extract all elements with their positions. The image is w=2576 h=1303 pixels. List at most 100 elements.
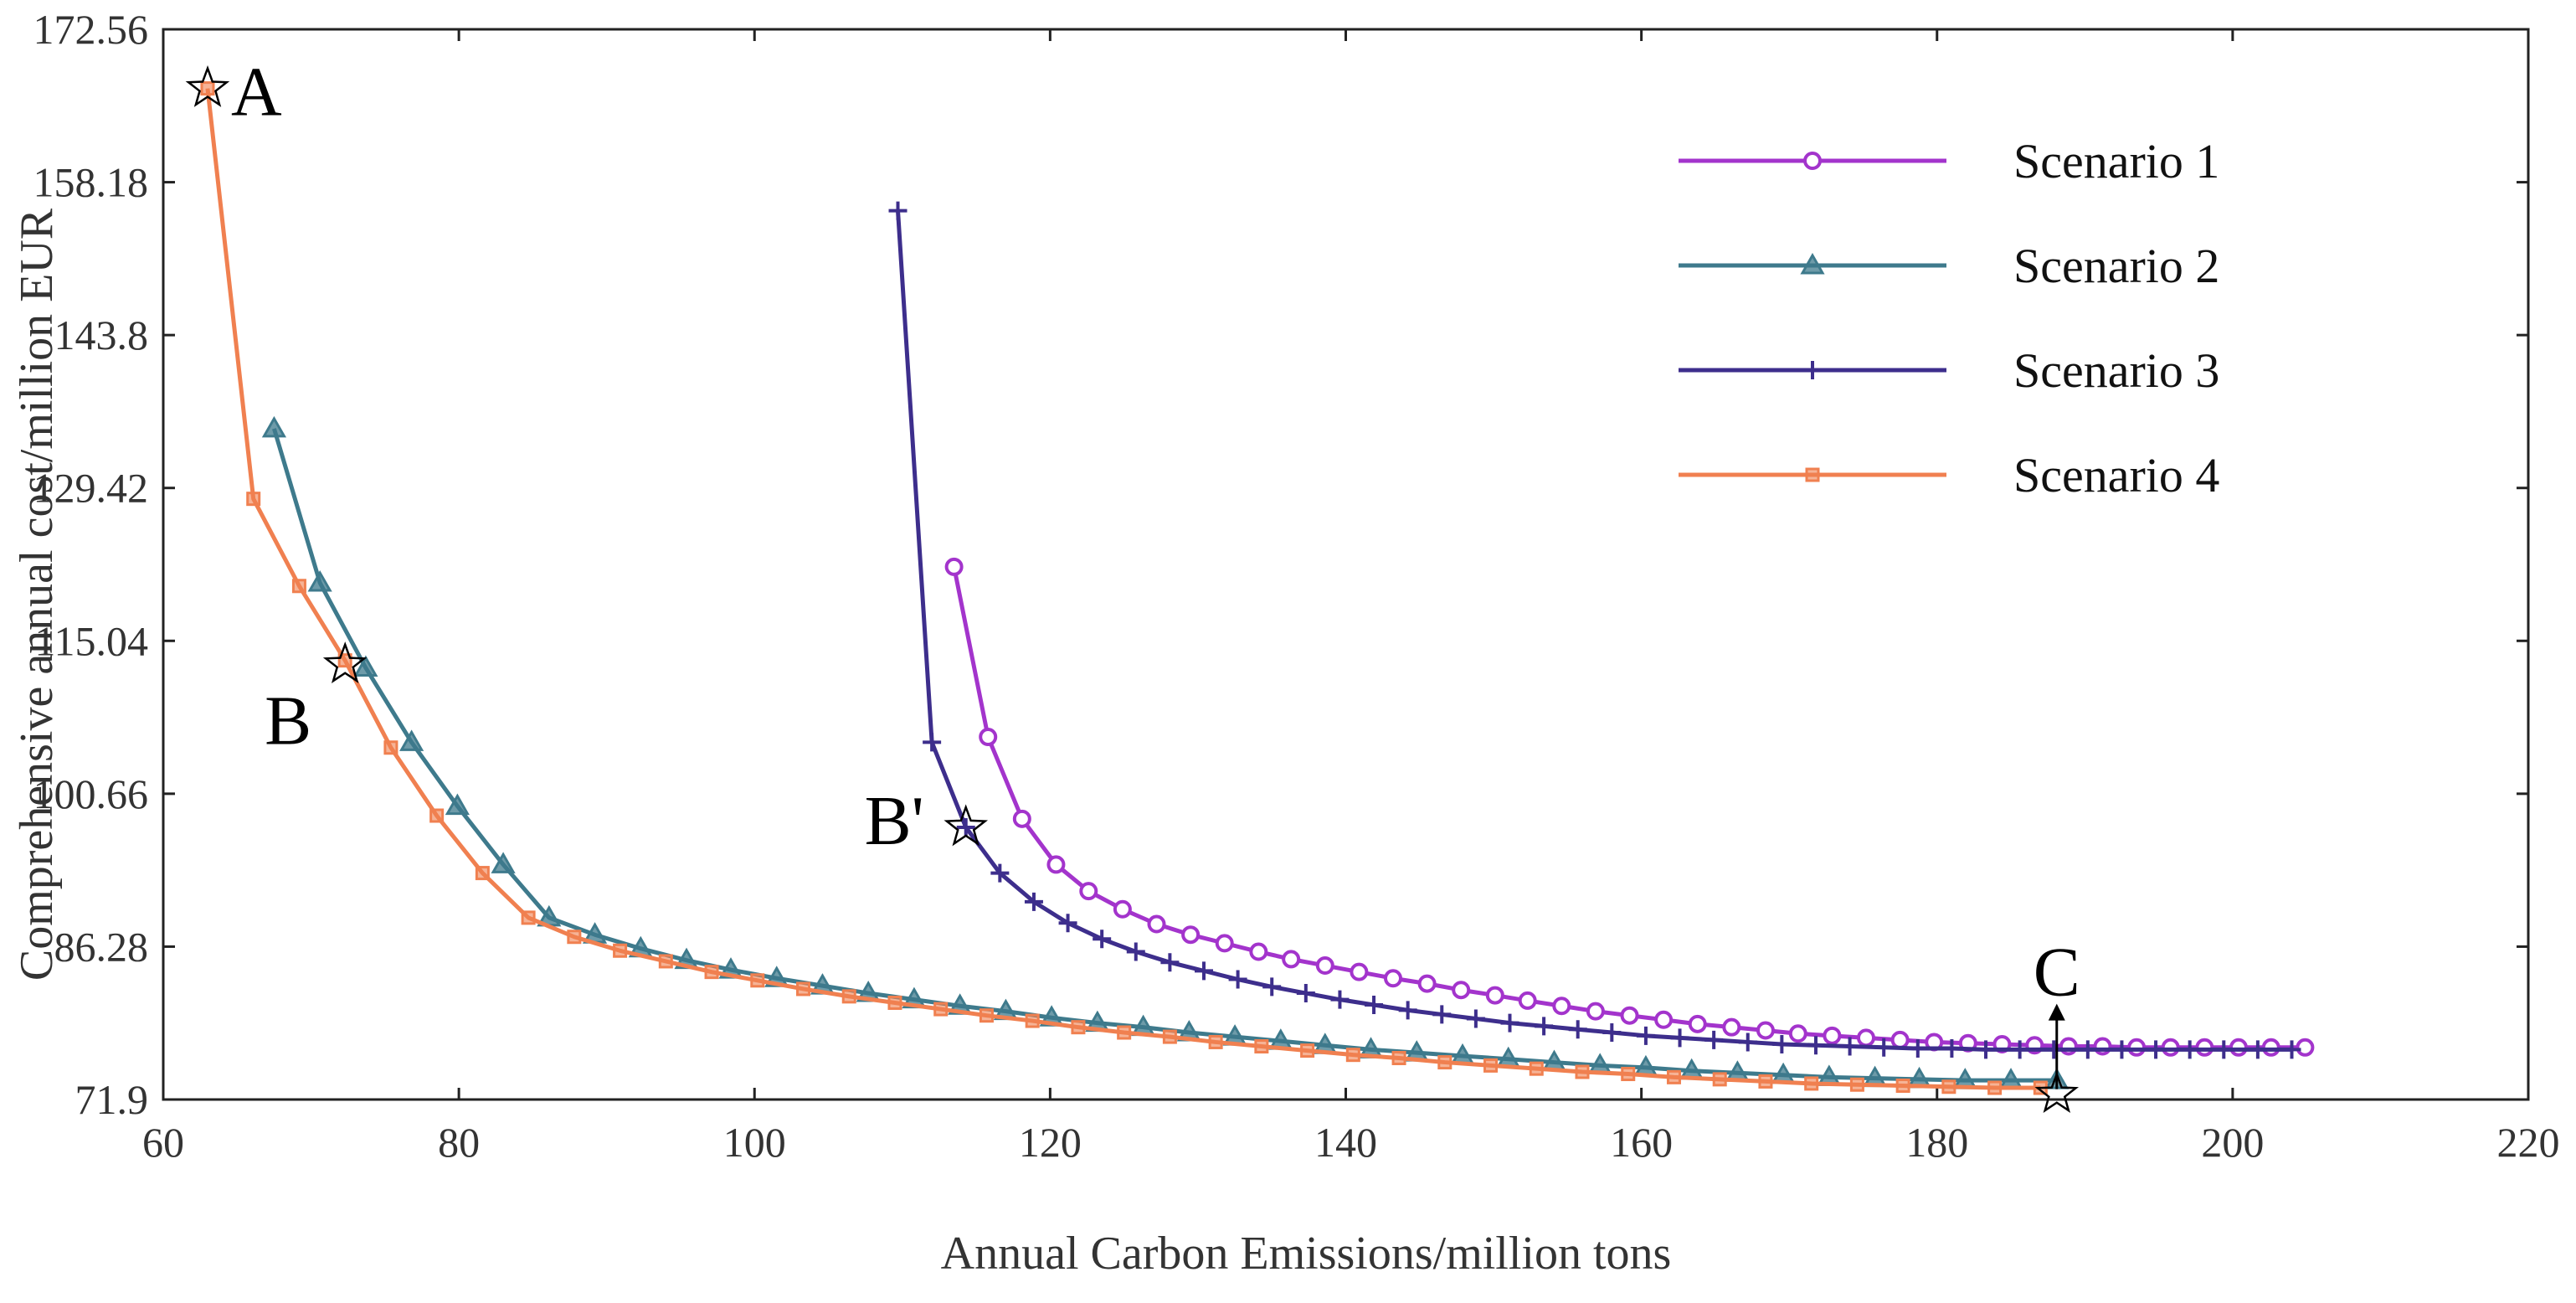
series-1-point xyxy=(1485,986,1504,1005)
series-4-point xyxy=(1712,1072,1727,1087)
series-3-point xyxy=(1228,970,1247,989)
annotation-label: B' xyxy=(865,782,924,860)
series-3 xyxy=(888,201,2301,1059)
series-1-point xyxy=(1586,1002,1605,1021)
legend-label: Scenario 4 xyxy=(2013,448,2219,502)
series-3-point xyxy=(2010,1040,2029,1059)
series-2-point xyxy=(261,415,287,438)
series-3-point xyxy=(1977,1040,1996,1059)
legend-marker xyxy=(1805,467,1820,482)
series-3-point xyxy=(1568,1020,1587,1039)
series-3-point xyxy=(2147,1040,2166,1059)
x-tick-label: 180 xyxy=(1905,1119,1968,1166)
series-3-point xyxy=(2112,1040,2131,1059)
series-3-point xyxy=(2214,1040,2234,1059)
series-3-point xyxy=(1772,1034,1792,1053)
series-4-point xyxy=(1758,1074,1773,1089)
series-4-point xyxy=(1117,1025,1132,1040)
annotation-star-marker xyxy=(185,64,230,107)
series-3-point xyxy=(1432,1005,1452,1024)
series-1-point xyxy=(979,728,998,747)
series-3-point xyxy=(2078,1040,2097,1059)
legend-label: Scenario 2 xyxy=(2013,239,2219,293)
series-1-point xyxy=(1518,991,1537,1010)
series-4-point xyxy=(613,943,628,958)
series-4-point xyxy=(1071,1020,1086,1035)
series-3-point xyxy=(1738,1033,1757,1052)
legend-label: Scenario 3 xyxy=(2013,343,2219,398)
series-3-point xyxy=(2282,1040,2301,1059)
series-3-point xyxy=(1195,961,1213,981)
x-tick-label: 200 xyxy=(2201,1119,2264,1166)
series-3-point xyxy=(1365,996,1384,1014)
series-1-point xyxy=(1756,1021,1775,1040)
series-4-point xyxy=(291,579,306,594)
series-4 xyxy=(200,81,2048,1095)
series-2-point xyxy=(399,729,424,751)
series-3-point xyxy=(990,863,1010,883)
x-tick-label: 100 xyxy=(723,1119,786,1166)
series-4-point xyxy=(1254,1039,1269,1054)
series-3-point xyxy=(1093,930,1112,949)
series-4-point xyxy=(337,653,352,668)
series-2 xyxy=(261,415,2070,1089)
series-3-point xyxy=(1840,1037,1859,1056)
series-4-point xyxy=(1483,1058,1499,1073)
series-4-point xyxy=(1575,1064,1590,1079)
series-1-point xyxy=(1417,974,1437,993)
series-4-point xyxy=(1208,1034,1223,1049)
plot-border xyxy=(162,28,2530,1101)
series-1-point xyxy=(944,557,964,576)
series-2-point xyxy=(445,793,470,816)
annotation-star-marker xyxy=(2034,1071,2080,1114)
annotation-star-marker xyxy=(322,641,368,684)
annotation-label: C xyxy=(2034,934,2080,1012)
series-4-point xyxy=(475,866,490,881)
legend-item-1: Scenario 1 xyxy=(1679,134,2219,188)
series-4-point xyxy=(1529,1061,1544,1076)
y-tick-label: 71.9 xyxy=(75,1076,149,1123)
series-1-point xyxy=(2229,1038,2248,1057)
plot-frame xyxy=(162,28,2530,1101)
series-4-point xyxy=(1941,1079,1956,1094)
series-1-point xyxy=(1890,1030,1910,1049)
series-3-line xyxy=(896,210,2292,1052)
series-2-point xyxy=(353,655,378,677)
y-tick-label: 86.28 xyxy=(54,923,149,970)
series-4-point xyxy=(200,81,215,96)
series-4-point xyxy=(1345,1048,1360,1063)
series-1-point xyxy=(1552,997,1571,1016)
series-4-point xyxy=(246,492,261,507)
y-axis-title: Comprehensive annual cost/million EUR xyxy=(11,208,63,981)
series-3-point xyxy=(1908,1039,1927,1058)
series-4-point xyxy=(841,989,856,1004)
x-tick-label: 60 xyxy=(142,1119,184,1166)
series-1-point xyxy=(1350,962,1369,981)
annotation-star-marker xyxy=(944,804,989,847)
series-1-point xyxy=(1788,1024,1807,1043)
series-1-point xyxy=(2127,1038,2147,1057)
series-4-point xyxy=(887,995,902,1010)
series-3-point xyxy=(2248,1040,2267,1059)
series-3-point xyxy=(1806,1036,1825,1055)
series-4-point xyxy=(1666,1069,1681,1084)
x-axis-title: Annual Carbon Emissions/million tons xyxy=(941,1228,1672,1280)
series-3-point xyxy=(1670,1028,1689,1048)
series-3-point xyxy=(1636,1026,1655,1045)
series-4-point xyxy=(979,1008,994,1023)
series-3-point xyxy=(888,201,908,220)
series-1-point xyxy=(2296,1038,2315,1057)
series-4-point xyxy=(750,973,765,988)
series-4-point xyxy=(1987,1080,2003,1095)
series-1 xyxy=(944,557,2315,1057)
series-4-point xyxy=(1849,1077,1864,1092)
series-1-point xyxy=(1688,1014,1707,1033)
series-1-line xyxy=(952,566,2306,1050)
series-4-point xyxy=(1025,1013,1040,1028)
series-3-point xyxy=(1024,892,1043,911)
legend: Scenario 1 Scenario 2 Scenario 3 Scenario 4 xyxy=(1679,134,2219,502)
series-4-point xyxy=(567,930,582,945)
x-axis: 60 80 100 120 140 160 180 200 220 xyxy=(142,29,2560,1166)
legend-item-2: Scenario 2 xyxy=(1679,239,2219,293)
